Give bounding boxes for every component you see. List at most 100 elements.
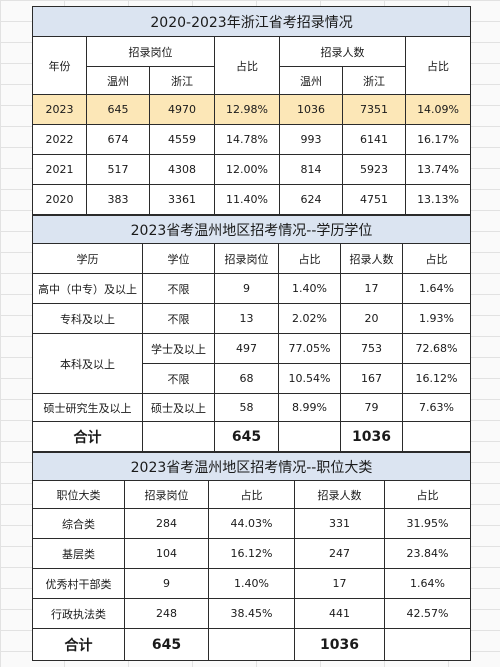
table-title: 2023省考温州地区招考情况--职位大类 (32, 452, 471, 481)
cell-positions-ratio: 12.00% (214, 154, 280, 185)
cell-positions-zhejiang: 4559 (149, 124, 215, 155)
table-title: 2020-2023年浙江省考招录情况 (31, 6, 472, 37)
header-education: 学历 (32, 243, 143, 274)
cell-people-ratio: 1.64% (401, 273, 472, 304)
cell-degree: 硕士及以上 (142, 393, 215, 422)
header-ratio: 占比 (214, 36, 280, 95)
cell-education: 硕士研究生及以上 (32, 393, 143, 422)
total-people: 1036 (340, 421, 403, 452)
cell-positions-ratio: 77.05% (278, 333, 341, 364)
cell-positions-ratio: 12.98% (214, 94, 280, 125)
cell-people: 753 (340, 333, 403, 364)
table-row: 高中（中专）及以上 不限 9 1.40% 17 1.64% (32, 273, 472, 304)
cell-people-zhejiang: 4751 (342, 184, 406, 215)
total-people: 1036 (294, 628, 385, 661)
cell-people-wenzhou: 624 (279, 184, 343, 215)
cell-people: 17 (294, 568, 385, 599)
cell-category: 行政执法类 (32, 598, 125, 629)
header-positions: 招录岗位 (124, 480, 209, 509)
cell-people-ratio: 7.63% (401, 393, 472, 422)
empty-cell (208, 628, 295, 661)
cell-people-ratio: 23.84% (384, 538, 471, 569)
cell-positions-ratio: 2.02% (278, 303, 341, 334)
cell-people-ratio: 1.93% (401, 303, 472, 334)
cell-people: 167 (340, 363, 403, 394)
cell-positions: 13 (214, 303, 279, 334)
header-degree: 学位 (142, 243, 215, 274)
table-row: 综合类 284 44.03% 331 31.95% (32, 508, 471, 539)
cell-positions: 58 (214, 393, 279, 422)
table-title: 2023省考温州地区招考情况--学历学位 (31, 215, 472, 244)
cell-positions-ratio: 1.40% (208, 568, 295, 599)
header-positions: 招录岗位 (86, 36, 215, 67)
table-row: 2022 674 4559 14.78% 993 6141 16.17% (32, 124, 472, 155)
table-row: 专科及以上 不限 13 2.02% 20 1.93% (32, 303, 472, 334)
empty-cell (278, 421, 341, 452)
total-row: 合计 645 1036 (32, 628, 471, 661)
empty-cell (142, 421, 215, 452)
cell-people-wenzhou: 993 (279, 124, 343, 155)
cell-positions-wenzhou: 674 (86, 124, 150, 155)
table-row: 基层类 104 16.12% 247 23.84% (32, 538, 471, 569)
cell-people-ratio: 16.12% (401, 363, 472, 394)
cell-people-ratio: 13.74% (404, 154, 472, 185)
cell-positions: 497 (214, 333, 279, 364)
cell-degree: 学士及以上 (142, 333, 215, 364)
cell-people-ratio: 72.68% (401, 333, 472, 364)
table-wenzhou-job-category: 2023省考温州地区招考情况--职位大类 职位大类 招录岗位 占比 招录人数 占… (32, 452, 471, 661)
cell-positions: 104 (124, 538, 209, 569)
header-zhejiang: 浙江 (342, 66, 406, 95)
table-row: 硕士研究生及以上 硕士及以上 58 8.99% 79 7.63% (32, 393, 472, 422)
cell-people-ratio: 42.57% (384, 598, 471, 629)
cell-people-ratio: 1.64% (384, 568, 471, 599)
table-row: 不限 68 10.54% 167 16.12% (33, 363, 472, 394)
cell-people: 331 (294, 508, 385, 539)
cell-education: 高中（中专）及以上 (32, 273, 143, 304)
table-row: 2021 517 4308 12.00% 814 5923 13.74% (32, 154, 472, 185)
table-row: 2020 383 3361 11.40% 624 4751 13.13% (32, 184, 472, 215)
cell-people-ratio: 13.13% (404, 184, 472, 215)
cell-people: 441 (294, 598, 385, 629)
total-label: 合计 (32, 421, 143, 452)
total-positions: 645 (214, 421, 279, 452)
cell-positions-ratio: 16.12% (208, 538, 295, 569)
total-label: 合计 (32, 628, 125, 661)
cell-people-ratio: 14.09% (404, 94, 472, 125)
cell-positions: 9 (124, 568, 209, 599)
header-ratio: 占比 (404, 36, 472, 95)
cell-positions: 248 (124, 598, 209, 629)
cell-positions-zhejiang: 4970 (149, 94, 215, 125)
cell-people: 247 (294, 538, 385, 569)
table-row: 行政执法类 248 38.45% 441 42.57% (32, 598, 471, 629)
cell-positions: 9 (214, 273, 279, 304)
total-row: 合计 645 1036 (32, 421, 472, 452)
cell-people-wenzhou: 1036 (279, 94, 343, 125)
cell-category: 基层类 (32, 538, 125, 569)
cell-people: 17 (340, 273, 403, 304)
header-category: 职位大类 (32, 480, 125, 509)
header-zhejiang: 浙江 (149, 66, 215, 95)
cell-positions-ratio: 8.99% (278, 393, 341, 422)
cell-positions-wenzhou: 645 (86, 94, 150, 125)
cell-positions-wenzhou: 383 (86, 184, 150, 215)
header-people: 招录人数 (294, 480, 385, 509)
cell-people-wenzhou: 814 (279, 154, 343, 185)
cell-positions-ratio: 14.78% (214, 124, 280, 155)
cell-people-ratio: 31.95% (384, 508, 471, 539)
header-ratio: 占比 (208, 480, 295, 509)
table-row: 本科及以上 学士及以上 497 77.05% 753 72.68% (32, 333, 472, 394)
cell-positions-ratio: 38.45% (208, 598, 295, 629)
header-wenzhou: 温州 (279, 66, 343, 95)
header-people: 招录人数 (279, 36, 406, 67)
table-wenzhou-education: 2023省考温州地区招考情况--学历学位 学历 学位 招录岗位 占比 招录人数 … (31, 215, 472, 452)
cell-people-ratio: 16.17% (404, 124, 472, 155)
cell-degree: 不限 (142, 363, 215, 394)
cell-year: 2020 (32, 184, 87, 215)
cell-positions-ratio: 44.03% (208, 508, 295, 539)
cell-education: 专科及以上 (32, 303, 143, 334)
cell-people-zhejiang: 5923 (342, 154, 406, 185)
cell-positions: 284 (124, 508, 209, 539)
header-wenzhou: 温州 (86, 66, 150, 95)
table-row: 优秀村干部类 9 1.40% 17 1.64% (32, 568, 471, 599)
cell-people-zhejiang: 6141 (342, 124, 406, 155)
